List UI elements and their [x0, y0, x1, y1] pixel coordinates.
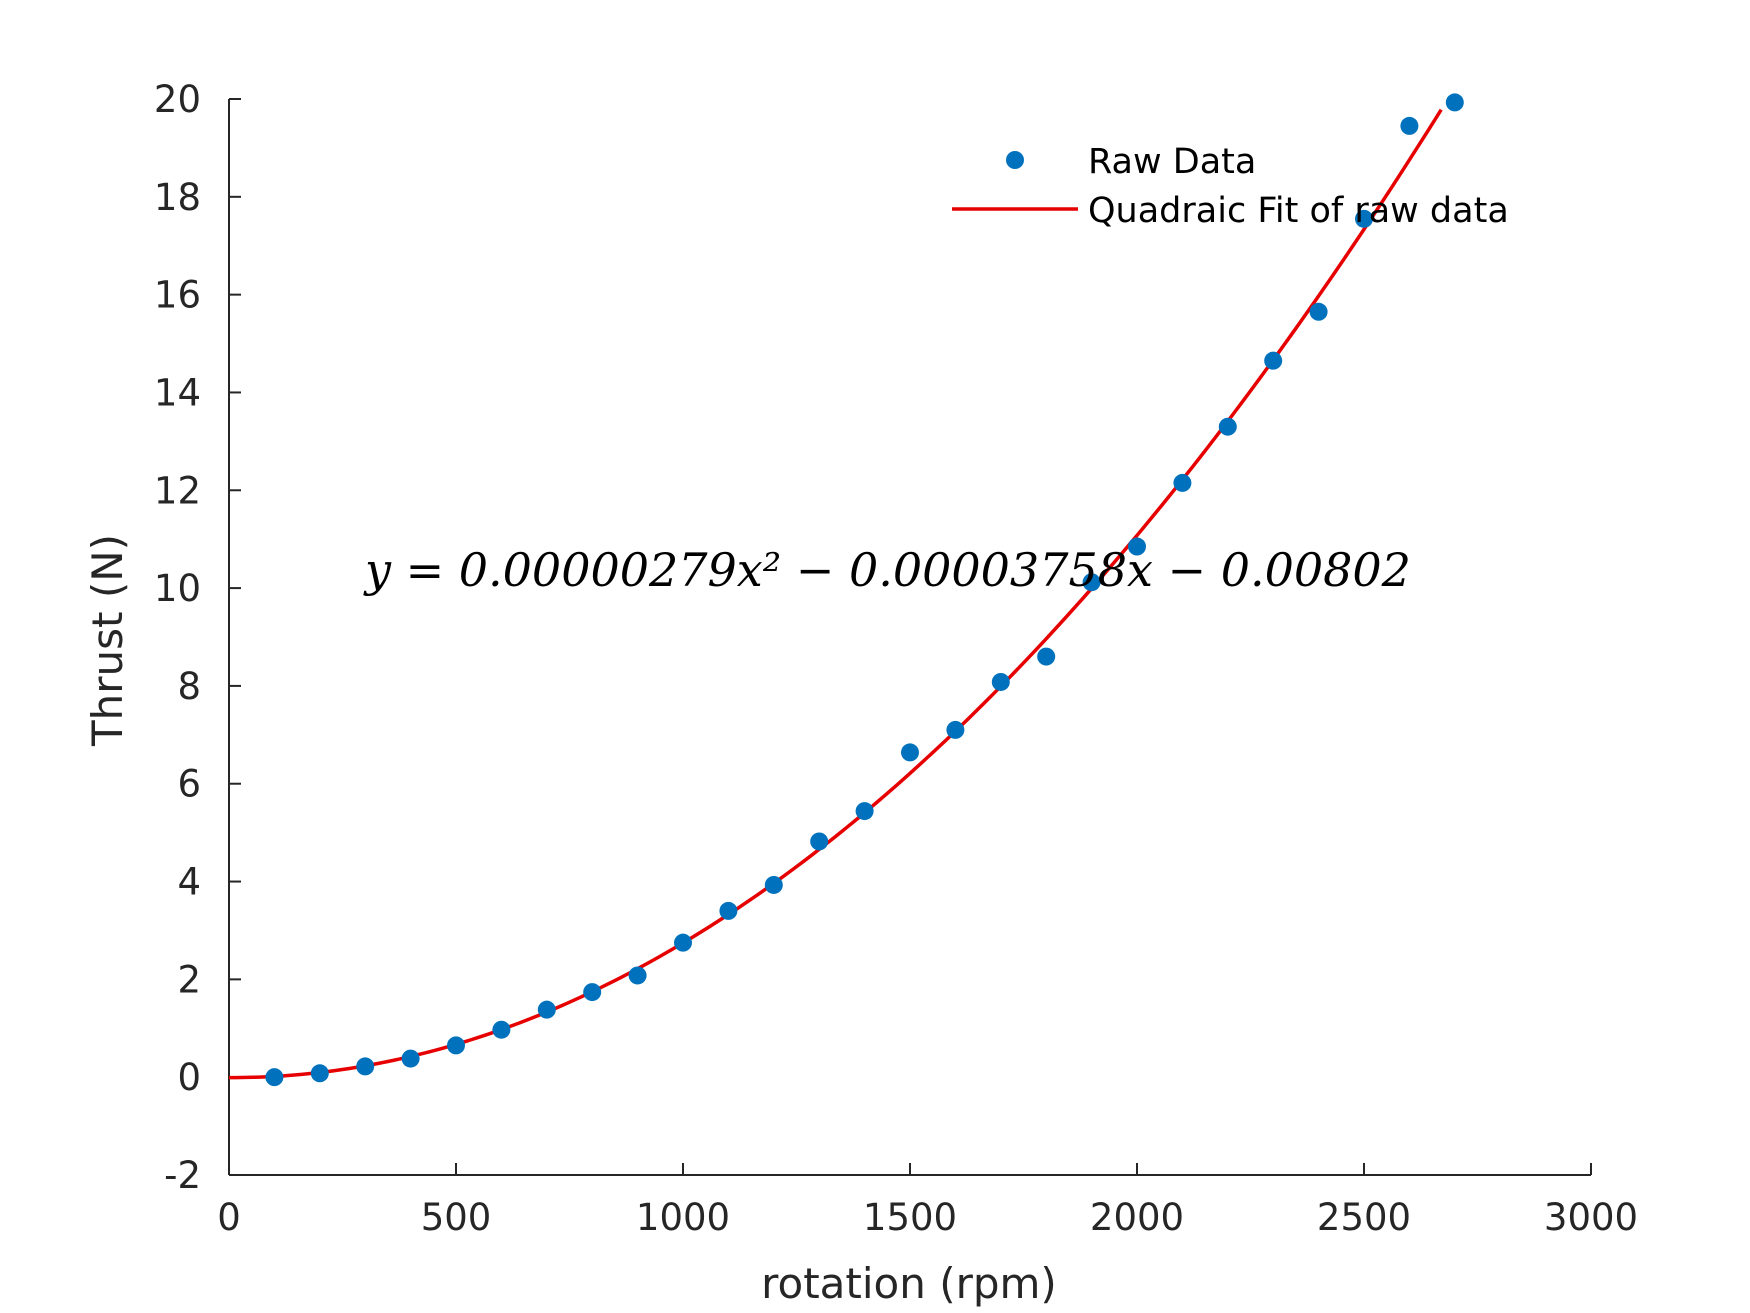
y-tick-label: 18 [154, 176, 201, 219]
data-point [1218, 417, 1237, 436]
y-tick-label: 12 [154, 469, 201, 512]
legend: Raw Data Quadraic Fit of raw data [952, 142, 1509, 231]
y-tick-label: 8 [177, 665, 201, 708]
x-axis-label: rotation (rpm) [761, 1259, 1057, 1308]
axes: 0 500 1000 1500 2000 2500 3000 -2 0 2 4 6 8 10 12 14 16 1… [154, 78, 1638, 1239]
y-tick-label: 4 [177, 861, 201, 904]
fit-line [229, 108, 1443, 1080]
x-tick-label: 1000 [636, 1196, 730, 1239]
fit-layer [229, 108, 1443, 1080]
data-point [1445, 93, 1464, 112]
data-point [537, 1000, 556, 1019]
y-tick-label: 10 [154, 567, 201, 610]
data-point [1037, 647, 1056, 666]
data-point [310, 1064, 329, 1083]
fit-equation-annotation: y = 0.00000279x² − 0.00003758x − 0.00802 [363, 543, 1411, 597]
data-point [1173, 473, 1192, 492]
data-point [855, 802, 874, 821]
data-point [1400, 116, 1419, 135]
data-point [492, 1020, 511, 1039]
data-point [719, 901, 738, 920]
data-point [265, 1068, 284, 1087]
x-tick-label: 1500 [863, 1196, 957, 1239]
data-point [674, 933, 692, 952]
x-tick-label: 2500 [1317, 1196, 1411, 1239]
y-tick-label: 6 [177, 763, 201, 806]
legend-label-fit: Quadraic Fit of raw data [1088, 191, 1509, 231]
data-point [991, 672, 1010, 691]
data-point [401, 1049, 420, 1068]
data-point [901, 743, 919, 762]
x-tick-label: 2000 [1090, 1196, 1184, 1239]
y-axis-label: Thrust (N) [83, 534, 132, 747]
x-tick-label: 500 [421, 1196, 492, 1239]
data-point [1264, 351, 1283, 370]
legend-label-raw-data: Raw Data [1088, 142, 1256, 182]
y-tick-label: 20 [154, 78, 201, 121]
y-tick-label: 2 [177, 958, 201, 1001]
data-point [447, 1036, 465, 1055]
y-tick-label: -2 [164, 1154, 201, 1197]
data-point [764, 875, 783, 894]
y-tick-label: 16 [154, 274, 201, 317]
data-point [583, 983, 602, 1002]
data-point [1128, 537, 1146, 556]
data-point [1309, 302, 1328, 321]
data-point [1355, 209, 1373, 228]
y-tick-label: 14 [154, 371, 201, 414]
data-point [946, 720, 965, 739]
data-point [1082, 573, 1101, 592]
data-point [628, 966, 647, 985]
data-point [356, 1057, 375, 1076]
x-tick-label: 0 [217, 1196, 241, 1239]
raw-data-points [265, 93, 1464, 1087]
y-tick-label: 0 [177, 1056, 201, 1099]
legend-marker-raw-data [1006, 151, 1024, 169]
x-tick-label: 3000 [1544, 1196, 1638, 1239]
data-point [810, 832, 829, 851]
